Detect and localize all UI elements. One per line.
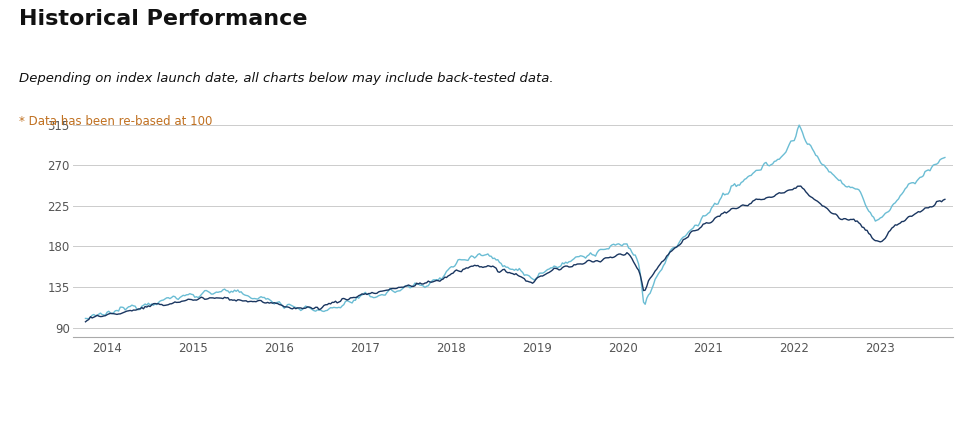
Text: * Data has been re-based at 100: * Data has been re-based at 100 (19, 115, 213, 128)
Text: Depending on index launch date, all charts below may include back-tested data.: Depending on index launch date, all char… (19, 72, 554, 86)
Text: Historical Performance: Historical Performance (19, 9, 308, 29)
